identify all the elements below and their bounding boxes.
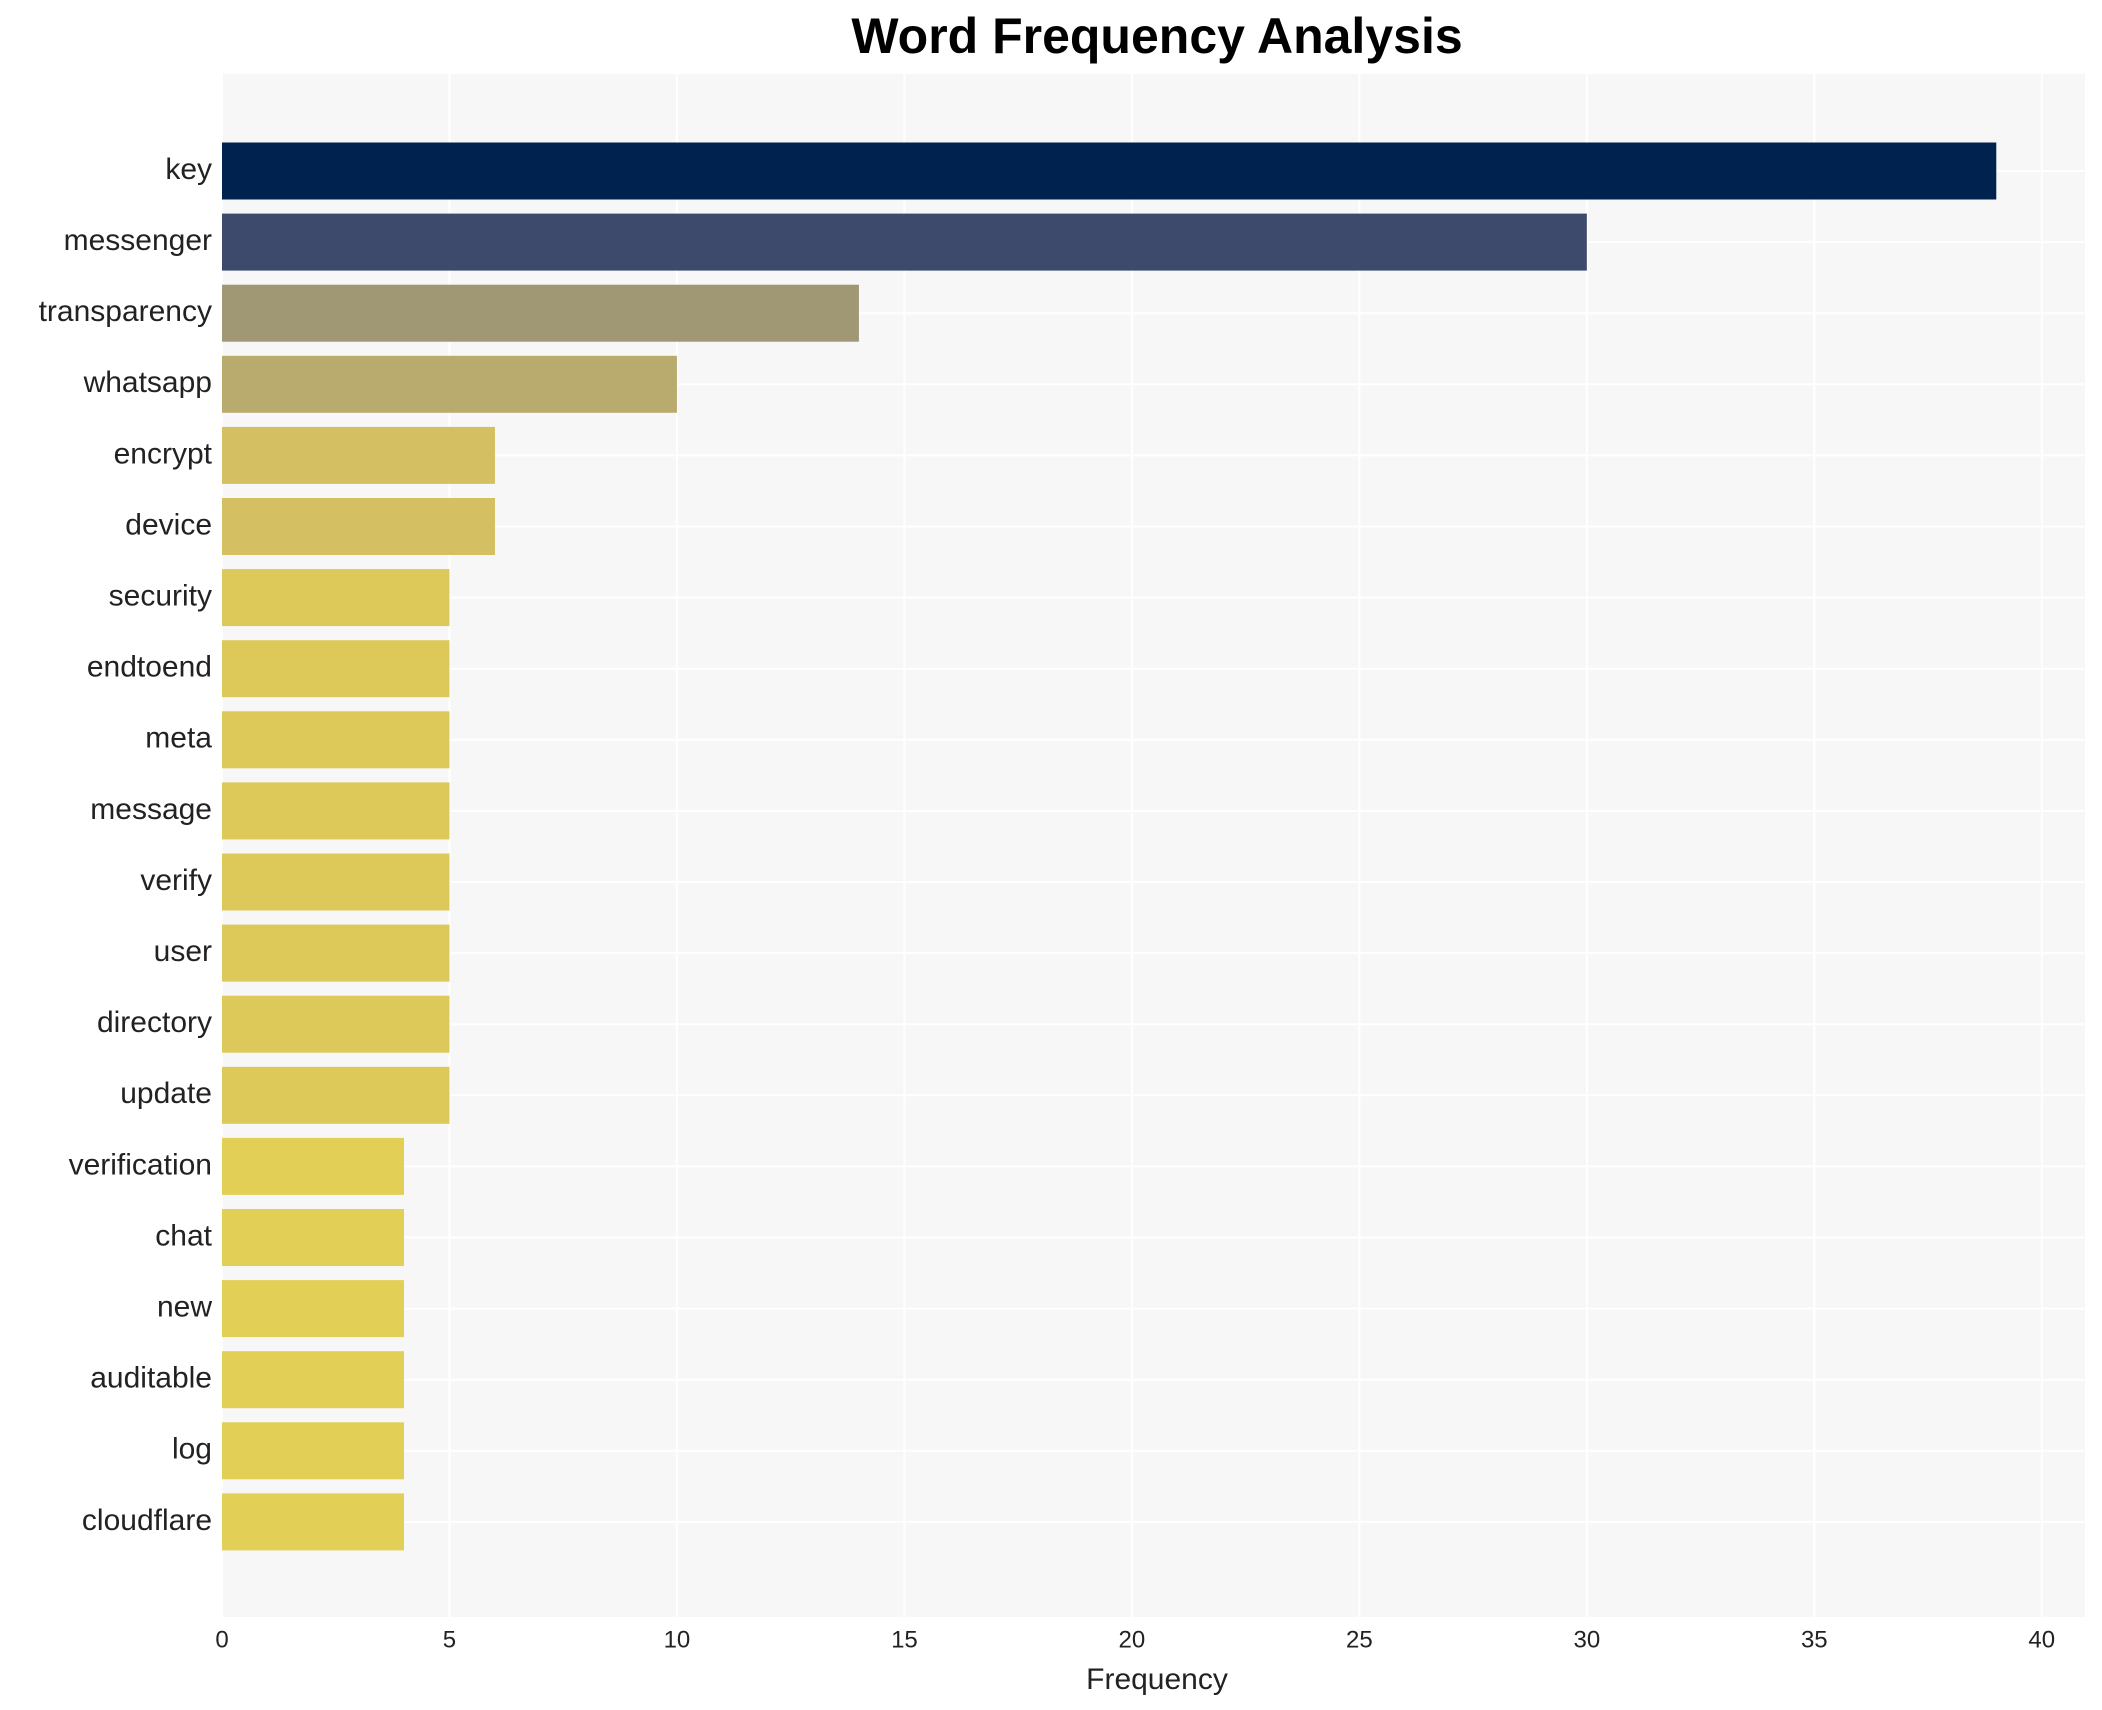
y-tick-label: whatsapp (83, 366, 212, 399)
y-tick-label: cloudflare (82, 1504, 212, 1537)
y-tick-label: message (90, 793, 212, 826)
y-tick-label: verification (69, 1148, 212, 1181)
x-tick-label: 25 (1346, 1626, 1373, 1653)
y-tick-label: transparency (39, 295, 212, 328)
bar (222, 1209, 404, 1266)
bar (222, 1351, 404, 1409)
bar (222, 924, 450, 982)
x-tick-label: 35 (1801, 1626, 1828, 1653)
bar (222, 498, 495, 555)
bar (222, 1280, 404, 1338)
y-tick-label: chat (155, 1219, 212, 1252)
y-tick-label: user (154, 935, 212, 968)
y-tick-label: meta (145, 722, 212, 755)
y-tick-label: messenger (64, 224, 212, 257)
bar (222, 426, 495, 484)
x-tick-label: 30 (1573, 1626, 1600, 1653)
bar (222, 355, 677, 413)
x-tick-label: 5 (443, 1626, 456, 1653)
bar (222, 213, 1587, 271)
y-tick-label: update (120, 1077, 212, 1110)
y-tick-label: verify (140, 864, 212, 897)
bar (222, 853, 450, 911)
x-tick-label: 10 (664, 1626, 691, 1653)
y-tick-label: device (125, 508, 212, 541)
bar (222, 284, 859, 342)
y-tick-label: key (165, 153, 212, 186)
y-tick-label: endtoend (87, 651, 212, 684)
y-tick-label: security (109, 580, 212, 613)
y-tick-label: auditable (90, 1362, 212, 1395)
y-tick-label: new (157, 1291, 212, 1324)
x-axis-label: Frequency (1086, 1663, 1228, 1696)
bar (222, 1137, 404, 1195)
bar (222, 995, 450, 1053)
bar (222, 640, 450, 698)
chart-title: Word Frequency Analysis (851, 8, 1462, 64)
y-tick-label: directory (97, 1006, 212, 1039)
bar (222, 142, 1997, 200)
bar (222, 1493, 404, 1551)
bar (222, 711, 450, 769)
y-tick-label: encrypt (114, 437, 213, 470)
x-tick-label: 15 (891, 1626, 918, 1653)
bar (222, 1066, 450, 1124)
x-tick-label: 20 (1119, 1626, 1146, 1653)
bar (222, 782, 450, 840)
y-tick-label: log (172, 1433, 212, 1466)
bar (222, 569, 450, 627)
bar (222, 1422, 404, 1480)
x-tick-label: 0 (215, 1626, 228, 1653)
x-tick-label: 40 (2028, 1626, 2055, 1653)
